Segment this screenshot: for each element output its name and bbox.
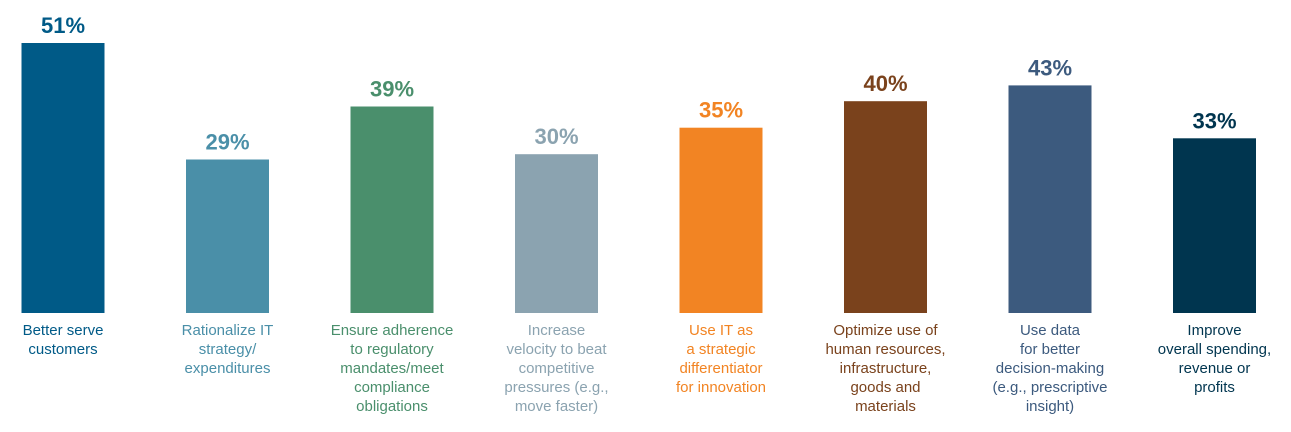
- value-label-1: 51%: [41, 13, 85, 38]
- category-label-line: Rationalize IT: [182, 322, 274, 339]
- category-label-line: goods and: [850, 379, 920, 396]
- category-label-5: Use IT as a strategic differentiator for in…: [676, 322, 766, 396]
- category-label-line: Optimize use of: [833, 322, 938, 339]
- category-label-8: Improve overall spending, revenue or profit…: [1158, 322, 1271, 396]
- category-label-line: expenditures: [185, 360, 271, 377]
- category-label-1: Better serve customers: [23, 322, 104, 358]
- category-label-line: insight): [1026, 398, 1074, 415]
- category-label-line: strategy/: [199, 341, 257, 358]
- category-label-line: for better: [1020, 341, 1080, 358]
- category-label-line: Ensure adherence: [331, 322, 454, 339]
- value-label-7: 43%: [1028, 55, 1072, 80]
- bar-6: [844, 101, 927, 313]
- category-label-line: infrastructure,: [840, 360, 932, 377]
- category-label-line: obligations: [356, 398, 428, 415]
- category-label-line: Use data: [1020, 322, 1081, 339]
- category-label-line: overall spending,: [1158, 341, 1271, 358]
- category-label-line: (e.g., prescriptive: [992, 379, 1107, 396]
- category-label-4: Increase velocity to beat competitive press…: [504, 322, 608, 415]
- category-label-line: materials: [855, 398, 916, 415]
- category-label-line: Increase: [528, 322, 586, 339]
- category-label-line: human resources,: [825, 341, 945, 358]
- category-label-line: to regulatory: [350, 341, 434, 358]
- category-label-line: velocity to beat: [506, 341, 607, 358]
- category-label-line: pressures (e.g.,: [504, 379, 608, 396]
- value-label-2: 29%: [205, 130, 249, 155]
- category-label-line: for innovation: [676, 379, 766, 396]
- bar-8: [1173, 138, 1256, 313]
- bar-1: [21, 43, 105, 313]
- bar-7: [1008, 85, 1092, 314]
- value-label-5: 35%: [699, 98, 743, 123]
- category-label-line: compliance: [354, 379, 430, 396]
- category-label-line: profits: [1194, 379, 1235, 396]
- category-label-line: move faster): [515, 398, 598, 415]
- category-label-line: competitive: [519, 360, 595, 377]
- value-label-6: 40%: [863, 71, 907, 96]
- value-label-3: 39%: [370, 77, 414, 102]
- bar-2: [186, 159, 269, 313]
- category-label-line: Improve: [1187, 322, 1241, 339]
- category-label-line: a strategic: [686, 341, 756, 358]
- category-label-line: customers: [28, 341, 97, 358]
- category-label-7: Use data for better decision-making (e.g., …: [992, 322, 1107, 415]
- category-label-line: Better serve: [23, 322, 104, 339]
- bar-5: [679, 127, 763, 313]
- bar-3: [350, 106, 434, 313]
- category-label-line: decision-making: [996, 360, 1104, 377]
- category-label-6: Optimize use of human resources, infrastru…: [825, 322, 945, 415]
- category-label-line: revenue or: [1179, 360, 1251, 377]
- category-label-line: mandates/meet: [340, 360, 444, 377]
- bar-4: [515, 154, 598, 313]
- value-label-8: 33%: [1192, 108, 1236, 133]
- category-label-line: Use IT as: [689, 322, 753, 339]
- category-label-2: Rationalize IT strategy/expenditures: [182, 322, 274, 377]
- category-label-line: differentiator: [679, 360, 762, 377]
- value-label-4: 30%: [534, 124, 578, 149]
- category-label-3: Ensure adherence to regulatory mandates/me…: [331, 322, 454, 415]
